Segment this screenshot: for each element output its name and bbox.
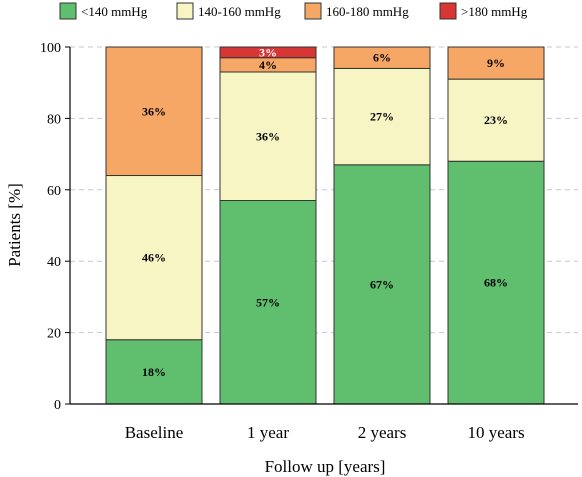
bar-segment (447, 46, 545, 80)
x-axis-title: Follow up [years] (265, 457, 386, 476)
y-tick-label: 0 (54, 398, 61, 413)
legend-swatch (176, 2, 194, 20)
x-tick-label: 1 year (247, 423, 289, 442)
bar-segment (333, 46, 431, 69)
x-tick-label: 10 years (467, 423, 524, 442)
y-tick-label: 100 (40, 41, 61, 56)
legend-swatch (439, 2, 457, 20)
x-tick-label: Baseline (125, 423, 184, 442)
y-tick-label: 80 (47, 112, 61, 127)
data-label: 18% (142, 365, 166, 379)
data-label: 23% (484, 113, 508, 127)
data-label: 6% (373, 51, 391, 65)
x-tick-label: 2 years (358, 423, 407, 442)
data-label: 3% (259, 45, 277, 59)
legend-label: >180 mmHg (461, 4, 528, 19)
data-label: 46% (142, 251, 166, 265)
y-axis-title: Patients [%] (5, 183, 24, 267)
axes: Baseline 1 year 2 years 10 years 0 20 40 60 80 10… (40, 41, 578, 442)
legend-swatch (59, 2, 77, 20)
bar-segment (105, 339, 203, 405)
data-label: 68% (484, 276, 508, 290)
legend-label: <140 mmHg (81, 4, 148, 19)
data-label: 27% (370, 110, 394, 124)
data-label: 36% (256, 129, 280, 143)
legend-label: 140-160 mmHg (198, 4, 281, 19)
data-label: 4% (259, 58, 277, 72)
y-tick-label: 60 (47, 184, 61, 199)
legend-swatch (304, 2, 322, 20)
bar-segment (333, 67, 431, 166)
legend-label: 160-180 mmHg (326, 4, 409, 19)
bar-segment (105, 175, 203, 341)
data-label: 67% (370, 277, 394, 291)
bar-segment (105, 46, 203, 177)
bar-segment (333, 164, 431, 405)
data-label: 36% (142, 104, 166, 118)
bar-segment (447, 78, 545, 162)
data-label: 9% (487, 56, 505, 70)
y-tick-label: 20 (47, 327, 61, 342)
y-tick-label: 40 (47, 255, 61, 270)
bars: 18% 46% 36% 57% 36% 4%3% 67% 27% 6% 68% 23% 9% (105, 45, 545, 405)
legend: <140 mmHg 140-160 mmHg 160-180 mmHg >180 mm… (59, 2, 528, 20)
bar-segment (219, 46, 317, 59)
data-label: 57% (256, 295, 280, 309)
